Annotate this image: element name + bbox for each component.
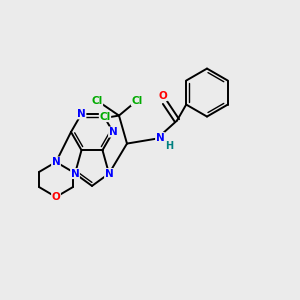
Text: N: N [109,127,117,137]
Text: O: O [159,91,167,100]
Text: N: N [70,169,80,178]
Text: N: N [77,109,86,119]
Text: Cl: Cl [131,96,142,106]
Text: N: N [105,169,113,178]
Text: O: O [52,192,60,202]
Text: N: N [156,133,164,142]
Text: Cl: Cl [99,112,111,122]
Text: N: N [52,157,60,167]
Text: H: H [165,141,173,151]
Text: Cl: Cl [92,96,103,106]
